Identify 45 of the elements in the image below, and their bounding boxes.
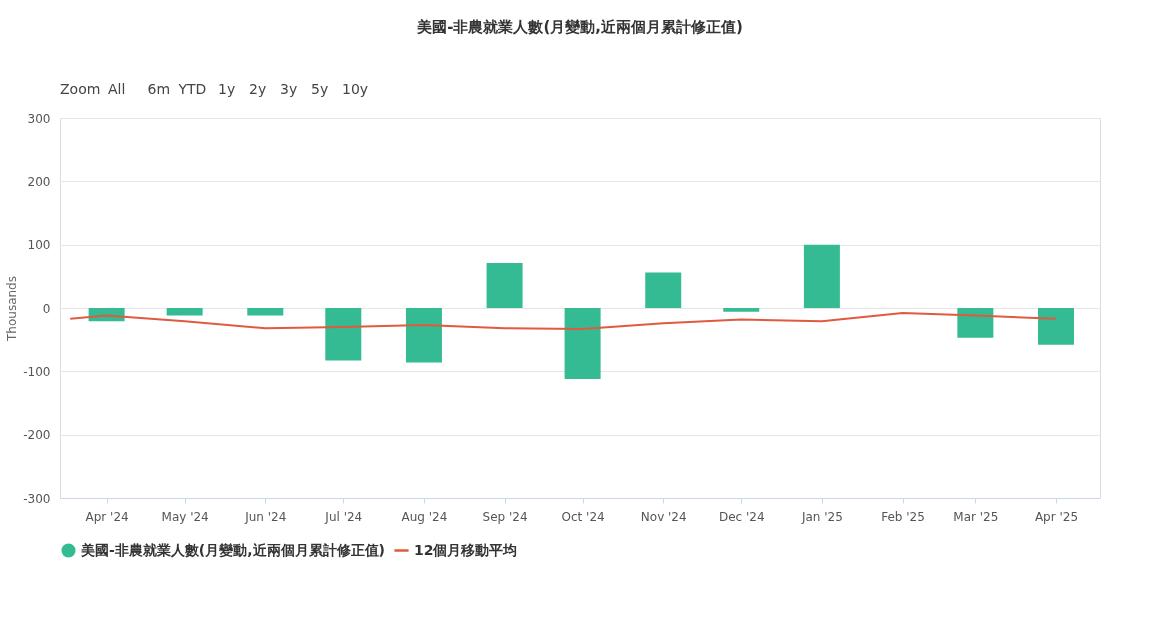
text: 3y	[280, 81, 298, 97]
text: All	[108, 81, 126, 97]
y-tick-label: 0	[42, 301, 51, 316]
legend-label: 美國-非農就業人數(月變動,近兩個月累計修正值)	[80, 541, 385, 558]
text: 1y	[218, 81, 236, 97]
chart-title: 美國-非農就業人數(月變動,近兩個月累計修正值)	[416, 18, 743, 36]
x-tick-label: Apr '24	[85, 509, 129, 524]
bar	[325, 308, 362, 361]
bar	[486, 263, 523, 308]
x-tick-label: Dec '24	[718, 509, 765, 524]
text: 5y	[311, 81, 329, 97]
bar	[166, 308, 203, 316]
x-tick-label: Apr '25	[1034, 509, 1079, 524]
line-series	[69, 312, 1057, 330]
y-tick-label: -100	[23, 364, 51, 379]
x-tick-label: Feb '25	[881, 509, 925, 524]
x-tick-label: Aug '24	[401, 509, 448, 524]
x-tick-label: Mar '25	[953, 509, 999, 524]
text: Zoom	[60, 81, 101, 97]
y-axis-title: Thousands	[5, 276, 20, 342]
text: 2y	[249, 81, 267, 97]
x-tick-label: May '24	[161, 509, 209, 524]
bar	[564, 308, 601, 379]
x-tick-label: Jul '24	[324, 509, 363, 524]
bar	[645, 272, 682, 308]
y-tick-label: -200	[23, 428, 51, 443]
text: 6m	[147, 81, 171, 97]
text: YTD	[177, 81, 207, 97]
bar	[957, 308, 994, 338]
y-tick-label: 300	[27, 111, 51, 126]
x-tick-label: Oct '24	[561, 509, 605, 524]
x-tick-label: Sep '24	[482, 509, 528, 524]
x-tick-label: Nov '24	[640, 509, 687, 524]
x-tick-label: Jun '24	[244, 509, 287, 524]
x-tick-label: Jan '25	[800, 509, 843, 524]
bar	[803, 244, 840, 308]
legend-label: 12個月移動平均	[414, 541, 518, 558]
y-tick-label: 100	[27, 238, 51, 253]
bar	[1037, 308, 1074, 345]
y-tick-label: -300	[23, 491, 51, 506]
bar	[723, 308, 760, 312]
bar	[405, 308, 442, 363]
y-tick-label: 200	[27, 174, 51, 189]
text: 10y	[342, 81, 369, 97]
bar	[247, 308, 284, 316]
